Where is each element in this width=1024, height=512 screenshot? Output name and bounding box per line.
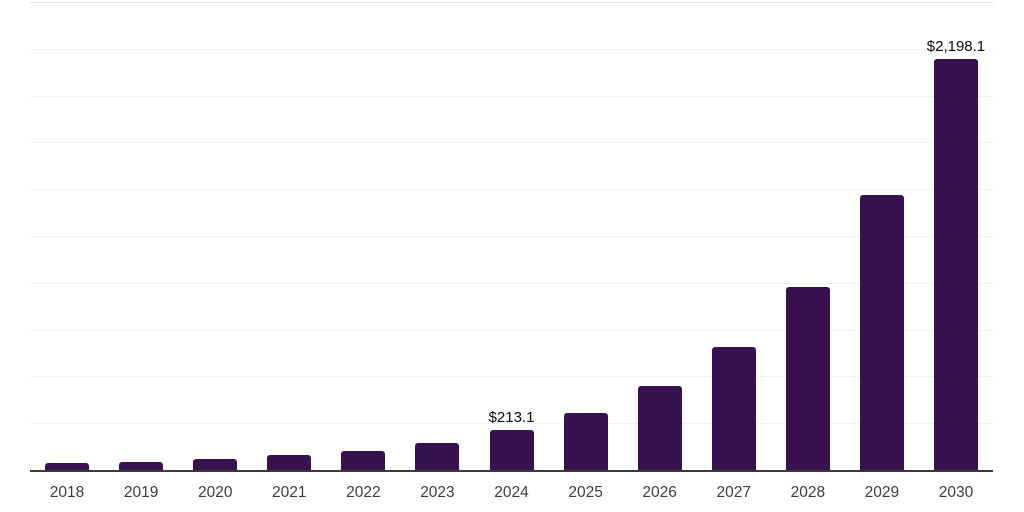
bar-2021 [267,455,312,470]
x-tick-2028: 2028 [790,484,826,501]
x-tick-2018: 2018 [49,484,85,501]
x-axis-line [30,470,993,472]
gridline-1750 [30,142,993,144]
bar-2019 [119,461,164,470]
bar-2030 [933,58,978,470]
bar-2023 [415,442,460,470]
x-tick-2025: 2025 [568,484,603,501]
x-tick-2023: 2023 [420,484,455,501]
gridline-1000 [30,282,993,284]
bar-2028 [785,286,830,470]
bar-2029 [859,195,904,470]
gridline-2500 [30,2,993,3]
bar-2024 [489,430,534,470]
bar-2026 [637,385,682,470]
x-tick-2022: 2022 [346,484,381,501]
x-tick-2024: 2024 [494,484,529,501]
x-tick-2030: 2030 [938,484,974,501]
bar-2025 [563,412,608,470]
gridline-250 [30,423,993,425]
x-axis-labels: 2018 2019 2020 2021 2022 2023 2024 2025 2026 2027… [30,485,993,501]
x-tick-2027: 2027 [716,484,751,501]
gridline-1500 [30,189,993,191]
plot-area: $213.1 $2,198.1 [30,2,993,472]
gridline-2000 [30,95,993,97]
data-label-2024: $213.1 [488,409,535,427]
gridline-1250 [30,236,993,237]
data-label-2030: $2,198.1 [926,37,986,55]
gridline-500 [30,376,993,378]
bar-2027 [711,346,756,470]
bar-2018 [45,463,90,470]
bar-2020 [193,458,238,470]
x-tick-2021: 2021 [272,484,307,501]
x-tick-2020: 2020 [197,484,233,501]
x-tick-2029: 2029 [864,484,900,501]
gridline-2250 [30,48,993,50]
bar-2022 [341,450,386,470]
x-tick-2026: 2026 [642,484,677,501]
gridline-750 [30,329,993,331]
x-tick-2019: 2019 [123,484,159,501]
